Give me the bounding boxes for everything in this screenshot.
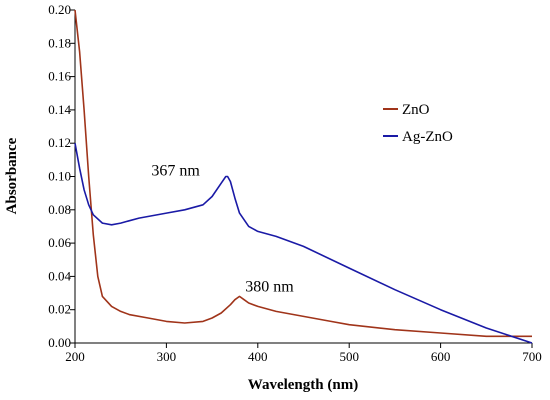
y-tick-label: 0.18 [48,35,71,50]
y-tick-label: 0.00 [48,335,71,350]
y-tick-label: 0.16 [48,69,71,84]
y-tick-label: 0.10 [48,169,71,184]
legend: ZnO Ag-ZnO [383,102,453,145]
legend-label: Ag-ZnO [402,129,453,145]
y-tick-label: 0.20 [48,2,71,17]
series-line-zno [74,9,532,338]
series-lines [74,9,533,344]
x-tick-label: 500 [339,349,359,364]
x-tick-label: 600 [431,349,451,364]
peak-annotation: 380 nm [245,278,294,295]
x-tick-label: 400 [248,349,268,364]
x-tick-label: 200 [65,349,85,364]
legend-label: ZnO [402,102,430,118]
y-tick-label: 0.12 [48,135,71,150]
y-tick-label: 0.06 [48,235,71,250]
y-tick-label: 0.08 [48,202,71,217]
x-tick-label: 300 [157,349,177,364]
annotations: 367 nm 380 nm [151,163,294,296]
x-tick-label: 700 [522,349,542,364]
y-axis-title: Absorbance [4,137,20,214]
axes [74,10,532,344]
peak-annotation: 367 nm [151,163,200,180]
x-axis-title: Wavelength (nm) [248,377,358,393]
y-tick-label: 0.04 [48,268,71,283]
y-ticks: 0.00 0.02 0.04 0.06 0.08 0.10 0.12 0.14 0.16 0.18… [48,2,75,350]
x-ticks: 200 300 400 500 600 700 [65,343,542,364]
y-tick-label: 0.02 [48,302,71,317]
y-tick-label: 0.14 [48,102,71,117]
series-line-ag-zno [74,143,533,344]
